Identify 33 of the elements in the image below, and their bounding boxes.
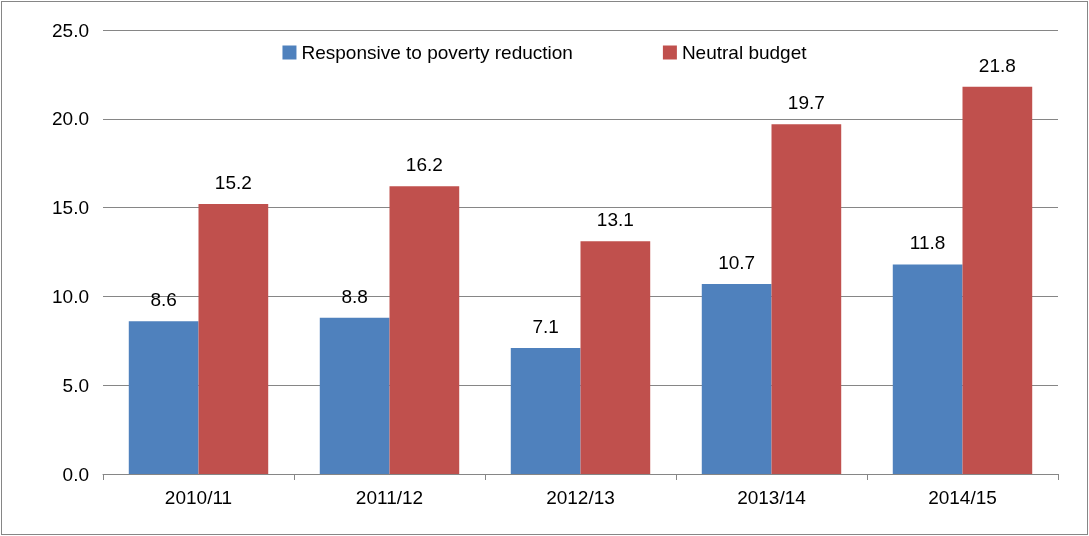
y-tick-label: 15.0 [52, 197, 89, 219]
bar [198, 204, 269, 474]
bar [771, 124, 842, 474]
y-tick-label: 5.0 [62, 374, 89, 396]
x-tick-label: 2013/14 [737, 487, 807, 508]
legend-label: Neutral budget [681, 42, 808, 63]
data-label: 8.8 [341, 285, 368, 307]
bar [389, 186, 460, 474]
bar [962, 86, 1033, 474]
data-label: 19.7 [787, 92, 825, 114]
data-label: 7.1 [532, 315, 559, 337]
bar [510, 347, 581, 474]
x-tick-label: 2014/15 [928, 487, 997, 508]
x-tick-label: 2010/11 [164, 487, 233, 508]
data-label: 15.2 [214, 172, 252, 194]
bar [128, 321, 199, 474]
data-label: 11.8 [909, 232, 946, 254]
y-tick-label: 10.0 [52, 285, 89, 307]
data-label: 8.6 [150, 289, 177, 311]
data-label: 10.7 [718, 251, 756, 273]
bar [701, 283, 772, 474]
y-tick-label: 20.0 [52, 108, 89, 130]
bar [580, 241, 651, 474]
data-label: 21.8 [978, 54, 1016, 76]
data-label: 16.2 [405, 154, 443, 176]
bar [319, 317, 390, 474]
data-label: 13.1 [596, 209, 634, 231]
legend-label: Responsive to poverty reduction [301, 42, 573, 63]
x-tick-label: 2012/13 [546, 487, 615, 508]
x-tick-label: 2011/12 [355, 487, 424, 508]
y-tick-label: 0.0 [62, 463, 89, 485]
bar [892, 264, 963, 474]
y-tick-label: 25.0 [52, 19, 89, 41]
